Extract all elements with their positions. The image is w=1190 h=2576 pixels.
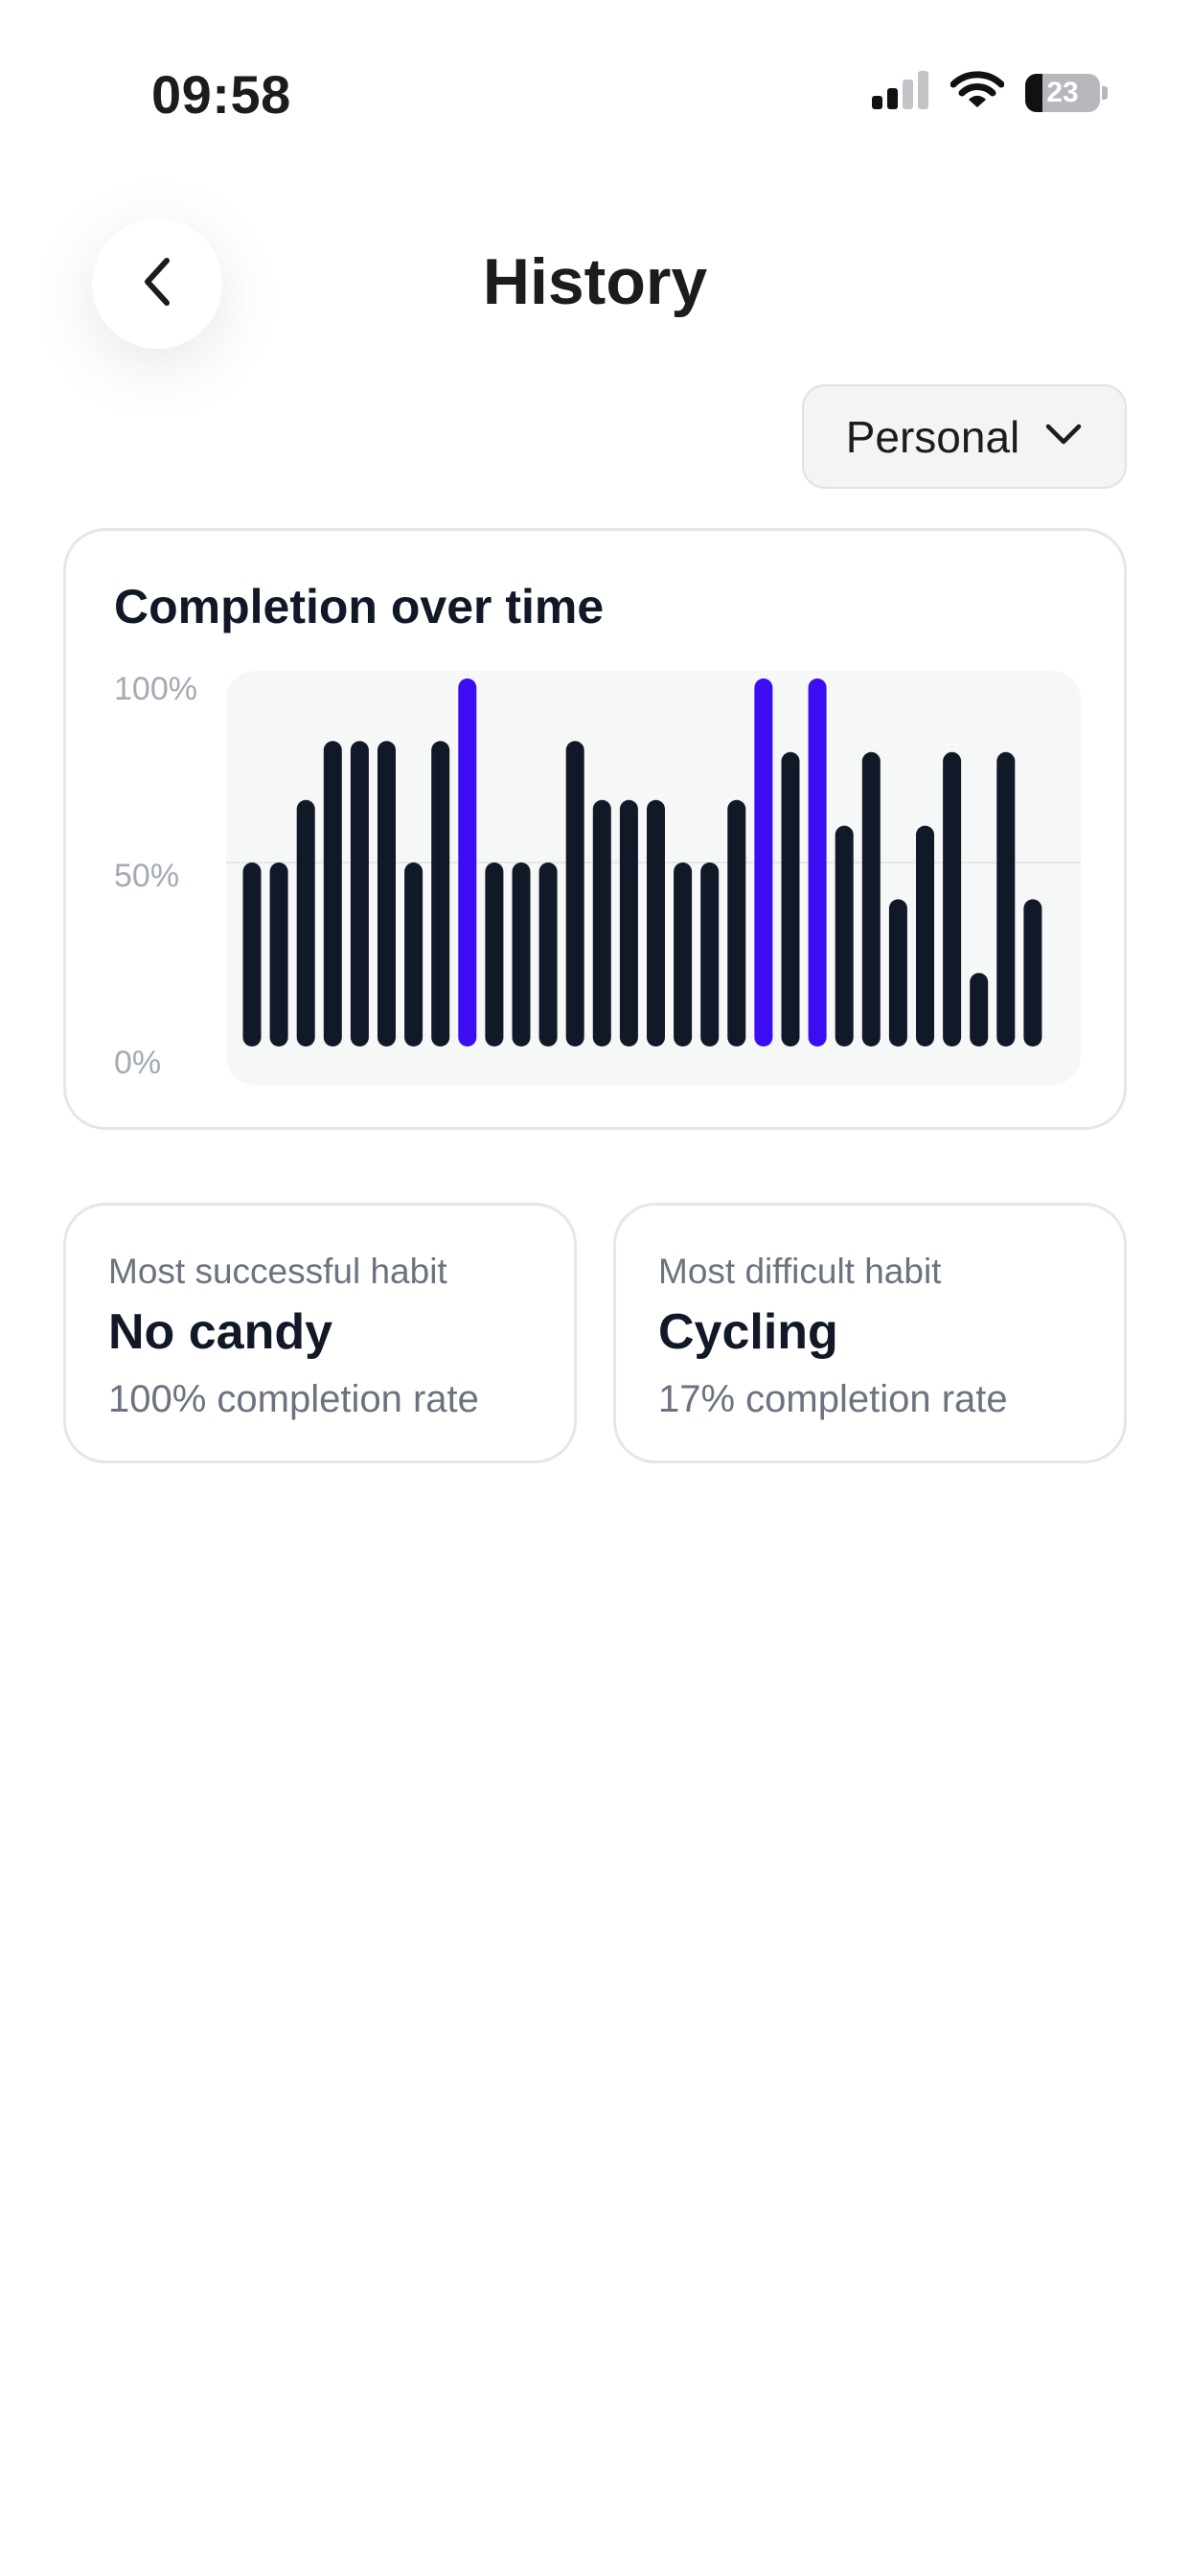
chart-bar bbox=[323, 741, 342, 1046]
chart-bar bbox=[242, 862, 262, 1046]
chart-bar bbox=[378, 741, 396, 1046]
back-button[interactable] bbox=[92, 218, 222, 349]
signal-icon bbox=[872, 71, 929, 114]
chart-bar bbox=[808, 678, 827, 1046]
status-bar: 09:58 23 bbox=[0, 0, 1190, 144]
stat-habit-name: Cycling bbox=[658, 1304, 838, 1360]
chart-bar bbox=[296, 799, 315, 1046]
stat-habit-name: No candy bbox=[108, 1304, 333, 1360]
chart-bar bbox=[431, 741, 450, 1046]
chart-bar bbox=[1023, 899, 1042, 1046]
stat-caption: Most successful habit bbox=[108, 1252, 447, 1291]
most-successful-card: Most successful habit No candy 100% comp… bbox=[63, 1203, 577, 1463]
chart-plot-area bbox=[226, 671, 1081, 1085]
y-tick-label: 50% bbox=[114, 858, 180, 894]
chart-bar bbox=[996, 751, 1016, 1046]
chart-bar bbox=[565, 741, 584, 1046]
chart-bar bbox=[970, 973, 989, 1046]
chart-bar bbox=[619, 799, 638, 1046]
chart-bar bbox=[835, 825, 854, 1046]
chevron-left-icon bbox=[138, 255, 176, 313]
chart-bar bbox=[888, 899, 907, 1046]
stat-caption: Most difficult habit bbox=[658, 1252, 942, 1291]
y-tick-label: 100% bbox=[114, 671, 197, 707]
chart-bar bbox=[592, 799, 611, 1046]
dropdown-selected-label: Personal bbox=[845, 411, 1020, 462]
chart-title: Completion over time bbox=[114, 580, 605, 633]
chart-bar bbox=[404, 862, 423, 1046]
chart-bar bbox=[781, 751, 800, 1046]
category-dropdown[interactable]: Personal bbox=[802, 384, 1127, 489]
chart-bar bbox=[512, 862, 531, 1046]
y-tick-label: 0% bbox=[114, 1045, 162, 1081]
chart-bar bbox=[727, 799, 746, 1046]
chart-bar bbox=[943, 751, 962, 1046]
chart-bar bbox=[350, 741, 369, 1046]
status-time: 09:58 bbox=[151, 64, 291, 125]
stat-completion-rate: 100% completion rate bbox=[108, 1378, 479, 1420]
chart-bar bbox=[861, 751, 881, 1046]
wifi-icon bbox=[950, 71, 1005, 114]
chevron-down-icon bbox=[1044, 422, 1083, 451]
chart-bar bbox=[458, 678, 477, 1046]
chart-bar bbox=[538, 862, 558, 1046]
status-icons: 23 bbox=[872, 71, 1108, 114]
chart-bar bbox=[674, 862, 693, 1046]
chart-bar bbox=[647, 799, 665, 1046]
chart-bar bbox=[754, 678, 773, 1046]
battery-level: 23 bbox=[1046, 76, 1079, 108]
completion-chart-card: Completion over time 100% 50% 0% bbox=[63, 528, 1127, 1130]
stat-completion-rate: 17% completion rate bbox=[658, 1378, 1008, 1420]
chart-bar bbox=[916, 825, 934, 1046]
chart-bar bbox=[700, 862, 720, 1046]
chart-bar bbox=[485, 862, 504, 1046]
page-title: History bbox=[482, 245, 708, 318]
most-difficult-card: Most difficult habit Cycling 17% complet… bbox=[613, 1203, 1127, 1463]
battery-icon: 23 bbox=[1025, 73, 1108, 112]
chart-bar bbox=[269, 862, 288, 1046]
bar-chart bbox=[226, 678, 1081, 1046]
